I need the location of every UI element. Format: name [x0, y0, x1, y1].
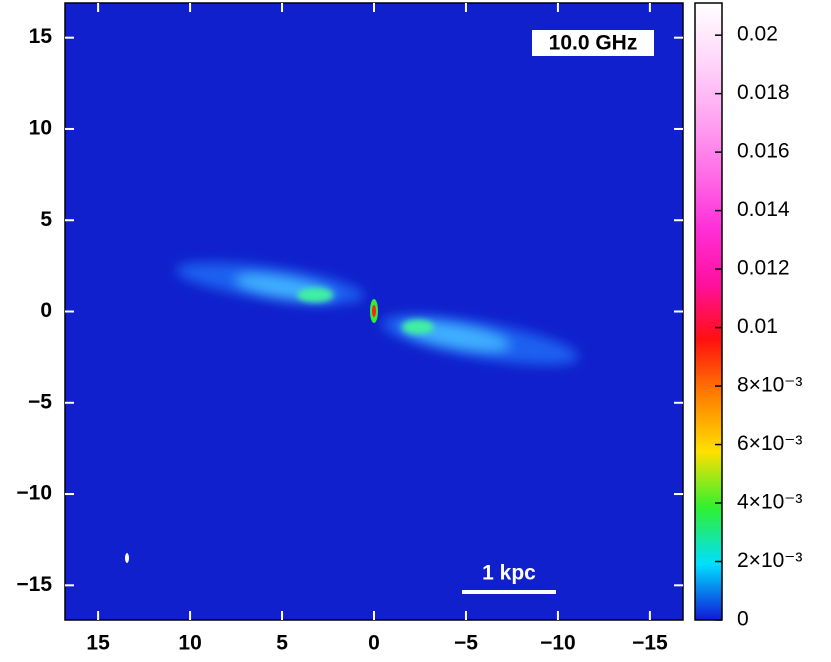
colorbar: 0 2×10⁻³ 4×10⁻³ 6×10⁻³ 8×10⁻³ 0.01 0.012 0.014 0…	[694, 2, 802, 631]
y-tick-label: 10	[29, 117, 52, 140]
colorbar-scale	[694, 2, 723, 621]
colorbar-tick-label: 0.012	[737, 257, 790, 280]
annotation: 10.0 GHz	[549, 32, 638, 55]
x-tick-label: 15	[86, 632, 110, 655]
y-tick-label: −5	[28, 390, 52, 413]
colorbar-tick-label: 0.016	[737, 140, 790, 163]
nucleus-peak	[372, 305, 376, 317]
colorbar-tick-label: 0	[737, 608, 749, 631]
y-tick-label: −10	[16, 482, 52, 505]
y-tick-label: −15	[16, 573, 52, 596]
colorbar-tick-label: 0.014	[737, 198, 790, 221]
beam	[125, 553, 129, 563]
y-tick-label: 15	[29, 25, 53, 48]
colorbar-tick-label: 0.018	[737, 81, 790, 104]
colorbar-tick-label: 0.01	[737, 315, 778, 338]
colorbar-tick-label: 0.02	[737, 23, 778, 46]
colorbar-tick-label: 2×10⁻³	[737, 549, 802, 572]
colorbar-tick-label: 4×10⁻³	[737, 491, 802, 514]
image	[65, 3, 683, 620]
colorbar-tick-label: 8×10⁻³	[737, 374, 802, 397]
x-tick-label: 10	[178, 632, 201, 655]
scale-bar-label: 1 kpc	[482, 562, 536, 585]
x-tick-label: −5	[454, 632, 478, 655]
x-tick-label: 0	[368, 632, 380, 655]
y-tick-label: 0	[40, 299, 52, 322]
emission-core	[297, 288, 434, 334]
x-tick-label: −10	[540, 632, 576, 655]
colorbar-tick-label: 6×10⁻³	[737, 432, 802, 455]
y-tick-label: 5	[40, 208, 52, 231]
annotation-box	[532, 30, 654, 56]
x-tick-label: −15	[632, 632, 668, 655]
x-tick-label: 5	[276, 632, 288, 655]
